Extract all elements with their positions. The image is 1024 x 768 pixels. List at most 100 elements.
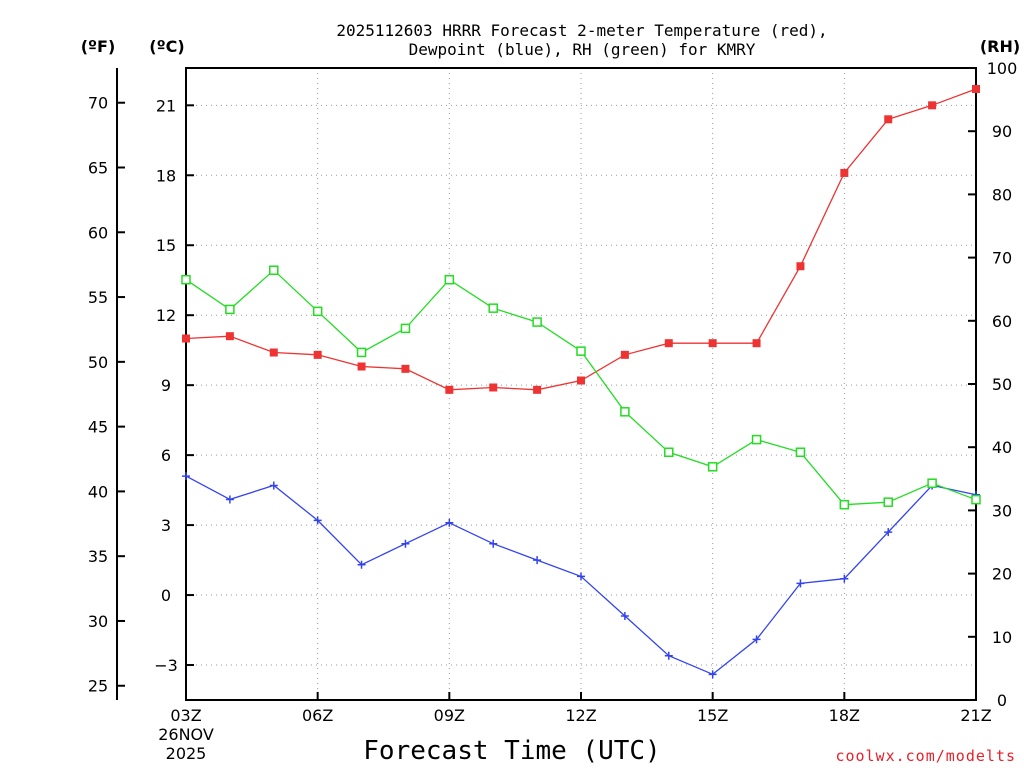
rh-tick-label: 100: [987, 59, 1018, 78]
fahrenheit-tick-label: 30: [88, 612, 108, 631]
temperature-marker: [752, 339, 761, 348]
series-layer: [181, 84, 981, 679]
fahrenheit-tick-label: 45: [88, 418, 108, 437]
rh-series: [181, 265, 981, 510]
dewpoint-marker: [489, 539, 498, 548]
gridlines: [186, 68, 976, 700]
rh-marker: [971, 494, 981, 505]
temperature-marker: [225, 332, 234, 341]
rh-line: [185, 269, 977, 506]
rh-marker: [927, 478, 937, 488]
rh-marker: [620, 407, 630, 417]
temperature-marker: [533, 385, 542, 394]
temperature-marker: [401, 364, 410, 373]
celsius-tick-label: −3: [154, 656, 178, 675]
temperature-marker: [313, 350, 322, 359]
rh-marker: [707, 462, 718, 472]
date-year-label: 2025: [166, 744, 207, 763]
dewpoint-marker: [401, 539, 410, 548]
rh-tick-label: 90: [992, 122, 1012, 141]
temperature-marker: [182, 334, 190, 343]
dewpoint-marker: [269, 481, 278, 490]
rh-tick-label: 40: [992, 438, 1012, 457]
temperature-line: [185, 88, 977, 391]
temperature-marker: [357, 362, 366, 371]
rh-tick-label: 30: [992, 501, 1012, 520]
dewpoint-marker: [577, 572, 585, 581]
fahrenheit-tick-label: 60: [88, 223, 108, 242]
temperature-marker: [796, 262, 805, 271]
rh-marker: [269, 265, 279, 275]
dewpoint-marker: [708, 670, 717, 679]
temperature-marker: [840, 168, 849, 177]
rh-marker: [444, 274, 455, 285]
dewpoint-marker: [840, 574, 849, 583]
rh-marker: [664, 447, 674, 458]
dewpoint-marker: [884, 528, 893, 537]
temperature-marker: [489, 383, 498, 392]
x-tick-label: 12Z: [565, 706, 596, 725]
celsius-unit-label: (ºC): [149, 37, 184, 56]
rh-marker: [356, 347, 367, 358]
dewpoint-marker: [225, 495, 234, 504]
dewpoint-marker: [357, 560, 366, 569]
temperature-marker: [445, 385, 454, 394]
rh-tick-label: 0: [997, 691, 1007, 710]
x-axis-label: Forecast Time (UTC): [363, 736, 660, 766]
x-tick-label: 03Z: [170, 706, 201, 725]
rh-tick-label: 80: [992, 185, 1012, 204]
chart-title-line-1: 2025112603 HRRR Forecast 2-meter Tempera…: [336, 21, 827, 40]
rh-tick-label: 10: [992, 628, 1012, 647]
rh-tick-label: 60: [992, 312, 1012, 331]
dewpoint-marker: [445, 518, 454, 527]
dewpoint-marker: [752, 635, 761, 644]
dewpoint-marker: [533, 556, 542, 565]
rh-axis: 0 10 20 30 40 50 60 70 80 90 100: [968, 59, 1017, 710]
x-tick-label: 18Z: [829, 706, 860, 725]
rh-marker: [400, 323, 411, 334]
rh-tick-label: 70: [992, 249, 1012, 268]
dewpoint-marker: [182, 472, 190, 481]
celsius-tick-label: 3: [161, 516, 171, 535]
rh-marker: [488, 303, 498, 313]
dewpoint-series: [182, 472, 980, 679]
fahrenheit-axis: 25 30 35 40 45 50 55 60 65 70: [88, 94, 125, 696]
x-tick-label: 06Z: [302, 706, 333, 725]
fahrenheit-tick-label: 65: [88, 159, 108, 178]
fahrenheit-tick-label: 70: [88, 94, 108, 113]
rh-marker: [532, 317, 542, 327]
celsius-tick-label: 18: [156, 166, 176, 185]
celsius-tick-label: 15: [156, 236, 176, 255]
temperature-marker: [269, 348, 278, 357]
rh-tick-label: 50: [992, 375, 1012, 394]
rh-marker: [312, 306, 323, 317]
rh-marker: [751, 434, 762, 445]
rh-marker: [181, 274, 191, 285]
fahrenheit-unit-label: (ºF): [81, 37, 116, 56]
dewpoint-marker: [796, 579, 805, 588]
temperature-marker: [972, 84, 980, 93]
dewpoint-marker: [620, 612, 629, 621]
temperature-marker: [884, 115, 893, 124]
dewpoint-marker: [313, 516, 322, 525]
celsius-tick-label: 0: [161, 586, 171, 605]
fahrenheit-tick-label: 40: [88, 482, 108, 501]
temperature-marker: [928, 101, 937, 110]
temperature-marker: [708, 339, 717, 348]
rh-marker: [839, 499, 850, 510]
rh-marker: [883, 497, 893, 507]
credit-text: coolwx.com/modelts: [835, 747, 1016, 765]
dewpoint-marker: [664, 651, 673, 660]
x-tick-label: 09Z: [434, 706, 465, 725]
temperature-marker: [577, 376, 585, 385]
x-axis: 03Z 06Z 09Z 12Z 15Z 18Z 21Z: [170, 692, 992, 725]
temperature-marker: [664, 339, 673, 348]
x-tick-label: 15Z: [697, 706, 728, 725]
rh-unit-label: (RH): [980, 37, 1020, 56]
fahrenheit-tick-label: 55: [88, 288, 108, 307]
fahrenheit-tick-label: 35: [88, 547, 108, 566]
celsius-tick-label: 9: [161, 376, 171, 395]
rh-marker: [795, 447, 806, 458]
date-day-label: 26NOV: [158, 725, 214, 744]
